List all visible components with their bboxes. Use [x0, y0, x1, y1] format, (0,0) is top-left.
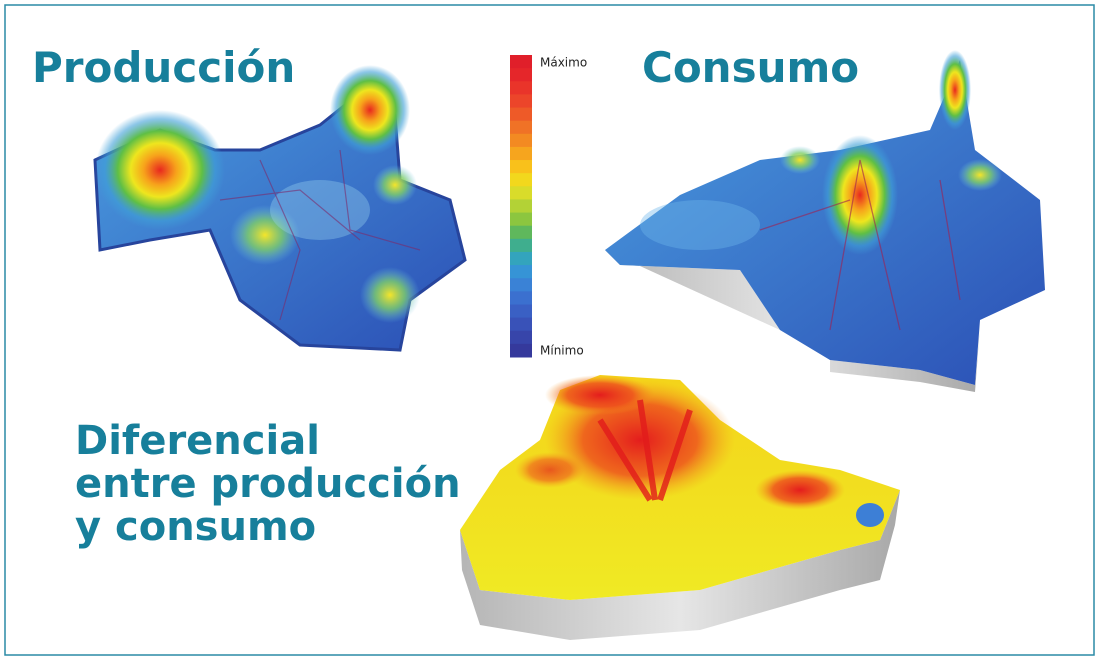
legend-min-label: Mínimo	[540, 344, 584, 358]
color-scale-step	[510, 251, 532, 266]
color-scale-step	[510, 68, 532, 82]
color-scale-step	[510, 343, 532, 358]
color-scale-step	[510, 330, 532, 345]
color-scale-step	[510, 199, 532, 214]
color-scale	[510, 55, 532, 358]
color-scale-step	[510, 186, 532, 200]
consumption-map	[605, 50, 1045, 392]
color-scale-step	[510, 238, 532, 253]
difference-title-line: entre producción	[75, 461, 461, 507]
difference-title-line: Diferencial	[75, 418, 320, 464]
production-title: Producción	[32, 43, 295, 92]
difference-title-line: y consumo	[75, 504, 316, 550]
color-scale-step	[510, 225, 532, 240]
color-scale-step	[510, 317, 532, 332]
legend-max-label: Máximo	[540, 56, 587, 70]
color-scale-step	[510, 304, 532, 319]
color-scale-step	[510, 133, 532, 148]
color-scale-step	[510, 81, 532, 95]
color-scale-step	[510, 212, 532, 227]
color-scale-step	[510, 173, 532, 187]
color-scale-step	[510, 265, 532, 279]
production-map	[93, 65, 467, 352]
frame	[4, 4, 1095, 656]
color-scale-step	[510, 278, 532, 292]
color-scale-step	[510, 120, 532, 135]
color-scale-step	[510, 160, 532, 174]
consumption-title: Consumo	[642, 43, 859, 92]
color-scale-step	[510, 291, 532, 305]
color-scale-step	[510, 55, 532, 69]
color-scale-step	[510, 94, 532, 109]
color-scale-step	[510, 107, 532, 122]
difference-title: Diferencial entre producción y consumo	[75, 418, 474, 550]
color-scale-step	[510, 146, 532, 161]
difference-map	[460, 375, 900, 640]
